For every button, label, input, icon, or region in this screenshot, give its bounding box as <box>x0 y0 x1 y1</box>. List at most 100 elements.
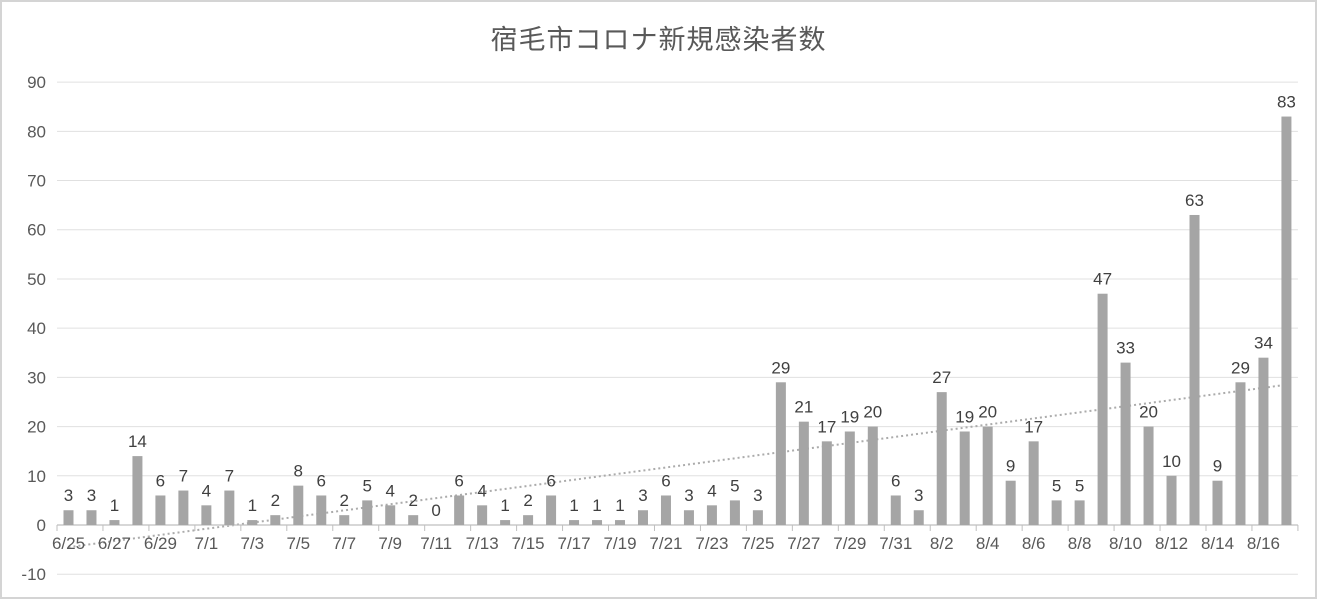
bars <box>63 116 1292 526</box>
bar <box>454 495 465 525</box>
y-axis-label: 20 <box>27 418 46 437</box>
bar-value-label: 3 <box>638 486 647 505</box>
y-gridlines <box>57 81 1298 575</box>
bar-value-label: 4 <box>202 481 211 500</box>
x-axis-label: 7/29 <box>833 534 866 553</box>
x-axis-label: 7/15 <box>512 534 545 553</box>
bar <box>546 495 557 525</box>
bar-value-label: 8 <box>294 462 303 481</box>
bar-value-label: 3 <box>64 486 73 505</box>
bar <box>109 520 120 525</box>
bar <box>224 490 235 525</box>
bar-value-label: 1 <box>110 496 119 515</box>
bar <box>1074 500 1085 525</box>
x-axis-label: 8/2 <box>930 534 954 553</box>
y-axis-label: 40 <box>27 319 46 338</box>
bar <box>1120 362 1131 525</box>
bar-value-label: 6 <box>454 471 463 490</box>
bar <box>316 495 327 525</box>
bar <box>477 505 488 525</box>
bar <box>86 510 97 525</box>
bar <box>729 500 740 525</box>
bar-value-label: 4 <box>385 481 394 500</box>
x-axis-label: 7/11 <box>420 534 452 553</box>
bar <box>293 485 304 525</box>
bar <box>1051 500 1062 525</box>
y-axis-label: 80 <box>27 122 46 141</box>
bar <box>500 520 511 525</box>
bar <box>201 505 212 525</box>
x-axis-labels: 6/25 6/27 6/29 7/1 7/3 7/5 7/7 7/9 7/11 7/13 7/15 7… <box>52 534 1280 553</box>
bar-value-label: 6 <box>661 471 670 490</box>
bar-value-label: 63 <box>1185 191 1204 210</box>
bar <box>844 431 855 525</box>
bar-value-label: 6 <box>317 471 326 490</box>
bar <box>592 520 603 525</box>
bar-value-label: 20 <box>1139 403 1158 422</box>
bar-value-label: 4 <box>477 481 486 500</box>
bar-value-label: 17 <box>817 417 836 436</box>
x-axis-label: 8/14 <box>1201 534 1234 553</box>
bar-value-label: 0 <box>431 501 440 520</box>
bar <box>913 510 924 525</box>
bar-value-label: 20 <box>978 403 997 422</box>
bar <box>1097 293 1108 525</box>
x-axis-label: 7/21 <box>649 534 682 553</box>
bar-value-label: 4 <box>707 481 716 500</box>
bar-value-label: 3 <box>914 486 923 505</box>
bar <box>1189 214 1200 526</box>
bar <box>270 515 281 525</box>
bar-value-label: 6 <box>156 471 165 490</box>
bar-value-label: 17 <box>1024 417 1043 436</box>
bar-value-label: 5 <box>1052 476 1061 495</box>
bar-value-label: 2 <box>271 491 280 510</box>
bar <box>1005 480 1016 525</box>
bar <box>959 431 970 525</box>
bar <box>637 510 648 525</box>
bar-value-label: 21 <box>794 398 813 417</box>
bar-value-label: 27 <box>932 368 951 387</box>
bar <box>660 495 671 525</box>
x-axis-label: 6/27 <box>98 534 131 553</box>
bar-value-label: 19 <box>955 408 974 427</box>
x-axis-label: 7/7 <box>332 534 356 553</box>
bar-value-label: 19 <box>840 408 859 427</box>
bar <box>867 426 878 525</box>
bar-value-label: 7 <box>179 467 188 486</box>
bar-value-label: 2 <box>340 491 349 510</box>
bar-value-label: 33 <box>1116 339 1135 358</box>
bar-value-label: 14 <box>128 432 147 451</box>
bar-value-label: 83 <box>1277 93 1296 112</box>
bar <box>1281 116 1292 525</box>
bar <box>615 520 626 525</box>
bar <box>569 520 580 525</box>
bar <box>523 515 534 525</box>
bar-value-label: 5 <box>730 476 739 495</box>
bar-value-label: 3 <box>753 486 762 505</box>
bar-value-label: 7 <box>225 467 234 486</box>
bar-value-label: 1 <box>500 496 509 515</box>
y-axis-label: 30 <box>27 368 46 387</box>
chart-title: 宿毛市コロナ新規感染者数 <box>490 25 827 55</box>
x-axis-label: 7/25 <box>741 534 774 553</box>
bar-value-label: 6 <box>546 471 555 490</box>
bar <box>63 510 74 525</box>
bar-value-label: 1 <box>248 496 257 515</box>
bar <box>1143 426 1154 525</box>
bar-value-label: 1 <box>615 496 624 515</box>
bar-value-label: 9 <box>1006 457 1015 476</box>
x-axis-label: 8/4 <box>976 534 1000 553</box>
bar-value-label: 47 <box>1093 270 1112 289</box>
y-axis-label: 60 <box>27 221 46 240</box>
bar <box>178 490 189 525</box>
bar-value-label: 2 <box>523 491 532 510</box>
bar-value-label: 3 <box>87 486 96 505</box>
x-axis-label: 8/6 <box>1022 534 1046 553</box>
x-axis-label: 7/23 <box>695 534 728 553</box>
bar-value-label: 3 <box>684 486 693 505</box>
bar-value-label: 1 <box>592 496 601 515</box>
x-axis-label: 8/12 <box>1155 534 1188 553</box>
x-axis-ticks <box>56 525 1299 531</box>
